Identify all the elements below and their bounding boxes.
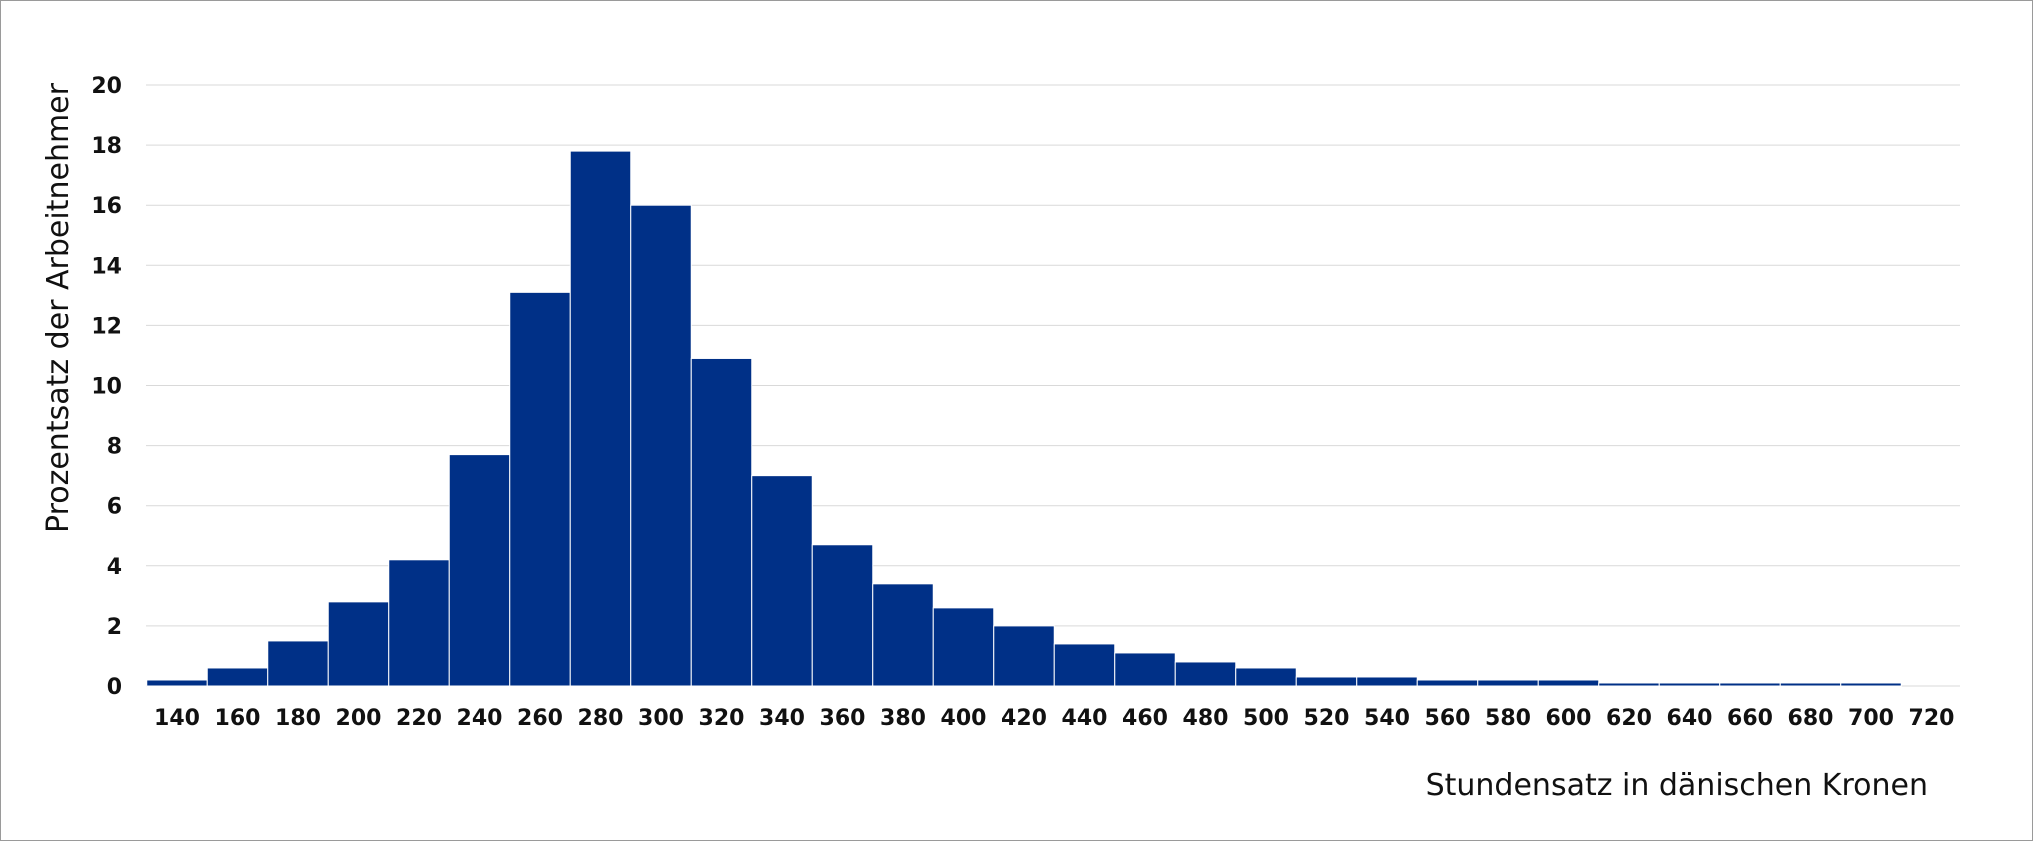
x-tick-label: 600: [1546, 706, 1592, 731]
x-tick-label: 560: [1425, 706, 1471, 731]
bar-680: [1779, 682, 1842, 687]
y-tick-label: 4: [107, 555, 122, 580]
bar-500: [1235, 667, 1297, 687]
x-tick-label: 340: [759, 706, 805, 731]
x-tick-label: 680: [1788, 706, 1834, 731]
bar-660: [1719, 682, 1781, 687]
bar-400: [932, 607, 995, 687]
x-tick-label: 360: [820, 706, 866, 731]
y-axis-ticks: 0 2 4 6 8 10 12 14 16 18 20: [91, 74, 122, 700]
bar-280: [569, 150, 632, 687]
bar-160: [206, 667, 269, 687]
x-tick-label: 200: [336, 706, 382, 731]
y-tick-label: 6: [107, 495, 122, 520]
x-tick-label: 220: [396, 706, 442, 731]
x-tick-label: 420: [1001, 706, 1047, 731]
bar-360: [811, 544, 874, 687]
bar-320: [690, 357, 753, 687]
x-tick-label: 540: [1364, 706, 1410, 731]
x-tick-label: 140: [154, 706, 200, 731]
x-tick-label: 180: [275, 706, 321, 731]
x-tick-label: 660: [1727, 706, 1773, 731]
y-tick-label: 2: [107, 615, 122, 640]
x-axis-ticks: 140 160 180 200 220 240 260 280 300 320 340 360 380 4…: [154, 706, 1954, 731]
x-tick-label: 320: [699, 706, 745, 731]
x-tick-label: 300: [638, 706, 684, 731]
x-tick-label: 700: [1848, 706, 1894, 731]
bar-140: [146, 679, 208, 687]
bar-200: [327, 601, 390, 687]
bar-220: [388, 559, 450, 687]
bar-700: [1840, 682, 1902, 687]
y-axis-title: Prozentsatz der Arbeitnehmer: [41, 82, 76, 533]
bar-640: [1658, 682, 1721, 687]
y-tick-label: 18: [91, 134, 122, 159]
y-tick-label: 0: [107, 675, 122, 700]
x-tick-label: 400: [941, 706, 987, 731]
x-tick-label: 280: [578, 706, 624, 731]
y-tick-label: 8: [107, 435, 122, 460]
bar-620: [1598, 682, 1660, 687]
bar-180: [267, 640, 329, 687]
x-tick-label: 440: [1062, 706, 1108, 731]
bar-460: [1114, 652, 1176, 687]
x-tick-label: 500: [1243, 706, 1289, 731]
x-tick-label: 620: [1606, 706, 1652, 731]
bars: [146, 150, 1902, 687]
x-tick-label: 160: [215, 706, 261, 731]
bar-520: [1295, 676, 1358, 687]
y-tick-label: 16: [91, 194, 122, 219]
bar-380: [872, 583, 934, 687]
bar-240: [448, 454, 511, 687]
x-tick-label: 240: [457, 706, 503, 731]
bar-340: [751, 475, 813, 687]
y-tick-label: 12: [91, 314, 122, 339]
y-tick-label: 14: [91, 254, 122, 279]
bar-440: [1053, 643, 1116, 687]
bar-260: [509, 291, 571, 687]
bar-540: [1356, 676, 1418, 687]
x-tick-label: 520: [1304, 706, 1350, 731]
bar-580: [1477, 679, 1539, 687]
bar-420: [993, 625, 1055, 687]
x-axis-title: Stundensatz in dänischen Kronen: [1426, 768, 1928, 803]
x-tick-label: 580: [1485, 706, 1531, 731]
y-tick-label: 20: [91, 74, 122, 99]
x-tick-label: 640: [1667, 706, 1713, 731]
bar-300: [630, 204, 692, 687]
x-tick-label: 380: [880, 706, 926, 731]
x-tick-label: 460: [1122, 706, 1168, 731]
bar-480: [1174, 661, 1237, 687]
bar-600: [1537, 679, 1600, 687]
bar-560: [1416, 679, 1479, 687]
y-tick-label: 10: [91, 375, 122, 400]
x-tick-label: 260: [517, 706, 563, 731]
x-tick-label: 720: [1909, 706, 1955, 731]
x-tick-label: 480: [1183, 706, 1229, 731]
